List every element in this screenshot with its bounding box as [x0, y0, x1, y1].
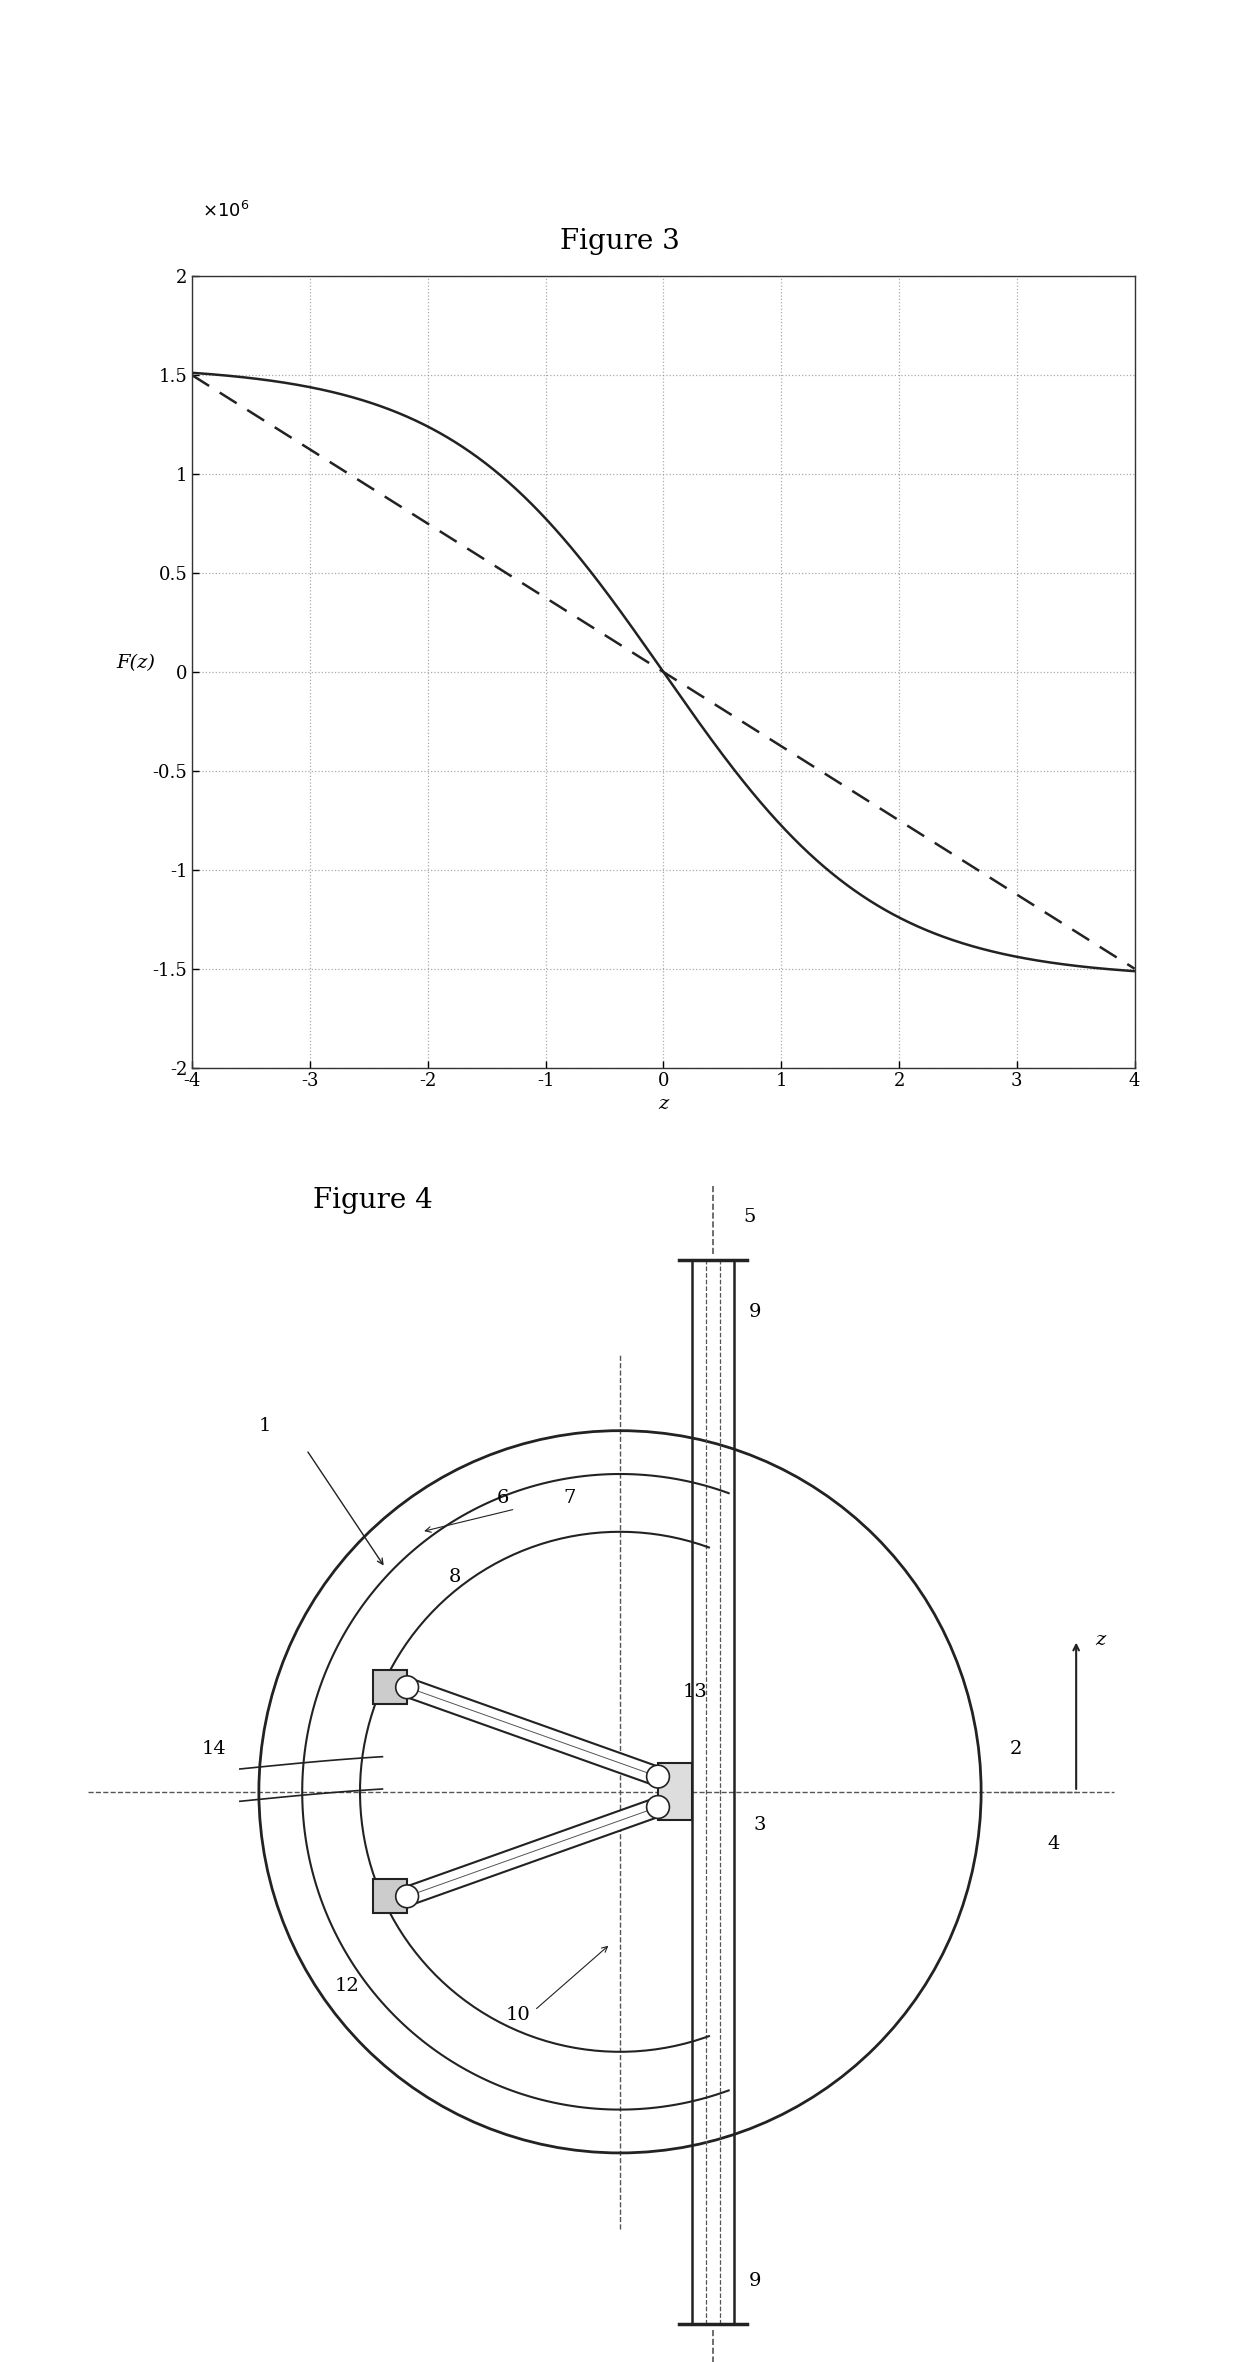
Bar: [373, 1880, 407, 1913]
Text: 5: 5: [744, 1207, 756, 1226]
Bar: [658, 1764, 692, 1821]
Circle shape: [646, 1764, 670, 1788]
Text: 13: 13: [683, 1682, 708, 1701]
Text: 3: 3: [753, 1816, 765, 1833]
Bar: [373, 1670, 407, 1705]
Text: 10: 10: [506, 2005, 531, 2024]
Text: z: z: [1095, 1630, 1105, 1649]
Text: 9: 9: [749, 1301, 761, 1320]
Polygon shape: [404, 1679, 661, 1786]
Text: 14: 14: [202, 1741, 227, 1757]
Text: Figure 4: Figure 4: [312, 1188, 433, 1214]
Text: 4: 4: [1048, 1835, 1060, 1852]
Bar: [692, 1259, 734, 2324]
Circle shape: [646, 1795, 670, 1819]
X-axis label: z: z: [658, 1094, 668, 1113]
Text: 12: 12: [335, 1977, 360, 1996]
Text: $\times 10^6$: $\times 10^6$: [202, 201, 249, 222]
Text: Figure 3: Figure 3: [560, 229, 680, 255]
Text: 6: 6: [496, 1490, 508, 1507]
Text: 1: 1: [259, 1417, 272, 1434]
Text: 8: 8: [449, 1568, 461, 1587]
Text: 2: 2: [1009, 1741, 1022, 1757]
Text: 9: 9: [749, 2272, 761, 2291]
Circle shape: [396, 1677, 419, 1698]
Circle shape: [396, 1885, 419, 1908]
Text: 7: 7: [563, 1490, 575, 1507]
Polygon shape: [404, 1797, 661, 1906]
Y-axis label: F(z): F(z): [117, 654, 155, 671]
